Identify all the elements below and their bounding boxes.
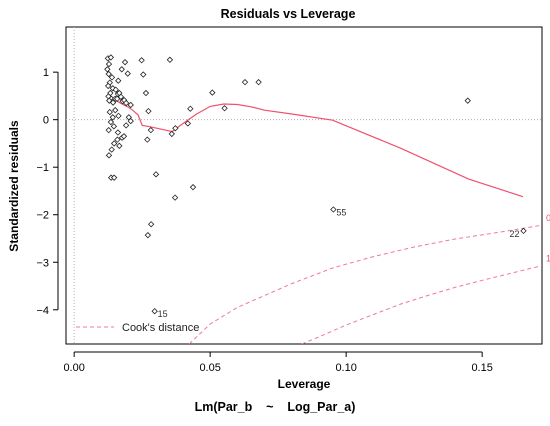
x-axis-title: Leverage — [278, 377, 331, 391]
x-tick-label: 0.05 — [199, 362, 220, 374]
data-point — [115, 112, 122, 120]
data-point — [118, 66, 125, 73]
x-axis: 0.00 0.05 0.10 0.15 — [63, 351, 493, 374]
data-point — [105, 152, 113, 159]
data-point — [127, 117, 134, 125]
y-tick-label: 0 — [43, 115, 49, 127]
data-point — [122, 122, 130, 129]
data-point — [105, 126, 112, 134]
data-point — [168, 130, 175, 138]
data-point — [107, 118, 115, 126]
data-point — [110, 140, 118, 147]
data-point — [255, 78, 262, 86]
data-point — [105, 60, 113, 68]
data-point — [112, 107, 119, 114]
data-point — [108, 146, 115, 153]
legend-cooks-label: Cook's distance — [122, 322, 199, 334]
data-point — [145, 107, 152, 115]
data-point — [108, 74, 116, 81]
data-point — [171, 194, 179, 201]
data-point — [144, 231, 152, 239]
data-point — [109, 99, 117, 106]
data-point — [147, 126, 155, 134]
data-point — [144, 136, 151, 143]
data-point — [241, 78, 249, 86]
data-point — [147, 221, 155, 228]
y-tick-label: −2 — [36, 210, 49, 222]
y-axis: 1 0 −1 −2 −3 −4 — [36, 67, 59, 317]
plot-frame — [65, 26, 543, 345]
smooth-line — [107, 98, 524, 198]
data-point — [106, 97, 113, 104]
cooks-contour-1 — [188, 224, 542, 344]
y-tick-label: −1 — [36, 162, 49, 174]
data-point — [121, 59, 129, 66]
chart-title: Residuals vs Leverage — [221, 7, 356, 21]
data-point — [116, 142, 123, 149]
data-point — [187, 105, 194, 112]
data-point — [138, 57, 145, 64]
data-point — [330, 206, 337, 213]
data-point — [110, 174, 118, 181]
point-label: 55 — [336, 208, 346, 218]
cooks-contour-label: 0.5 — [546, 213, 550, 223]
data-point — [152, 171, 160, 178]
x-tick-label: 0.00 — [63, 362, 84, 374]
point-label: 15 — [158, 309, 168, 319]
data-point — [127, 101, 134, 109]
point-label: 22 — [509, 229, 519, 239]
data-point — [112, 86, 119, 93]
data-point — [114, 136, 121, 143]
data-point — [140, 71, 147, 78]
data-point — [221, 105, 228, 112]
model-caption: Lm(Par_b ~ Log_Par_a) — [194, 400, 356, 414]
data-point — [114, 129, 122, 136]
data-point — [107, 54, 115, 61]
data-point — [184, 120, 192, 127]
data-point — [172, 125, 179, 132]
cooks-contour-2 — [301, 265, 542, 344]
data-point — [106, 108, 113, 116]
data-point — [105, 70, 112, 78]
data-point — [109, 114, 116, 121]
data-point — [122, 99, 130, 107]
data-point — [464, 97, 471, 104]
data-point — [115, 77, 122, 84]
legend: Cook's distance — [76, 322, 199, 334]
y-tick-label: −3 — [36, 257, 49, 269]
cooks-contour-label: 1 — [546, 254, 550, 264]
data-point — [120, 133, 128, 140]
data-point — [189, 183, 197, 191]
data-point — [520, 227, 527, 235]
data-point — [104, 66, 111, 73]
data-point — [117, 93, 125, 101]
data-point — [151, 308, 158, 315]
data-point — [104, 82, 112, 90]
data-point — [142, 89, 150, 97]
y-tick-label: −4 — [36, 305, 49, 317]
y-axis-title: Standardized residuals — [7, 120, 21, 252]
plot-area — [66, 27, 542, 344]
x-tick-label: 0.15 — [471, 362, 492, 374]
y-tick-label: 1 — [43, 67, 49, 79]
data-point — [124, 70, 131, 77]
data-point — [110, 123, 118, 130]
data-point — [209, 89, 216, 96]
data-point — [166, 56, 174, 63]
x-tick-label: 0.10 — [335, 362, 356, 374]
